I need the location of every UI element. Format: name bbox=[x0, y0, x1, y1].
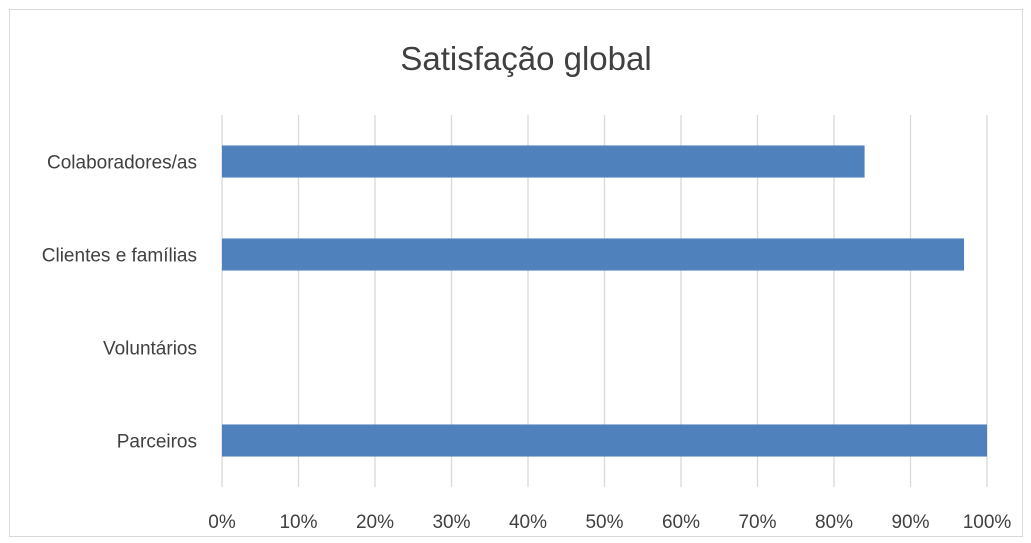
x-tick-label: 30% bbox=[432, 512, 470, 533]
x-axis-tick-labels: 0% 10% 20% 30% 40% 50% 60% 70% 80% 90% 100% bbox=[208, 512, 1011, 533]
category-label: Colaboradores/as bbox=[47, 153, 197, 174]
x-tick-label: 50% bbox=[585, 512, 623, 533]
bars bbox=[222, 145, 987, 457]
category-label: Parceiros bbox=[117, 432, 197, 453]
x-tick-label: 90% bbox=[891, 512, 929, 533]
x-tick-label: 20% bbox=[356, 512, 394, 533]
x-tick-label: 0% bbox=[208, 512, 236, 533]
category-labels: Colaboradores/as Clientes e famílias Volun… bbox=[42, 153, 197, 453]
chart-title: Satisfação global bbox=[400, 40, 651, 77]
category-label: Clientes e famílias bbox=[42, 246, 197, 267]
category-label: Voluntários bbox=[103, 339, 197, 360]
bar bbox=[222, 238, 965, 271]
bar bbox=[222, 424, 987, 457]
x-tick-label: 60% bbox=[662, 512, 700, 533]
x-tick-label: 10% bbox=[279, 512, 317, 533]
x-tick-label: 100% bbox=[963, 512, 1012, 533]
x-tick-label: 70% bbox=[738, 512, 776, 533]
bar bbox=[222, 145, 865, 178]
x-tick-label: 80% bbox=[815, 512, 853, 533]
x-tick-label: 40% bbox=[509, 512, 547, 533]
